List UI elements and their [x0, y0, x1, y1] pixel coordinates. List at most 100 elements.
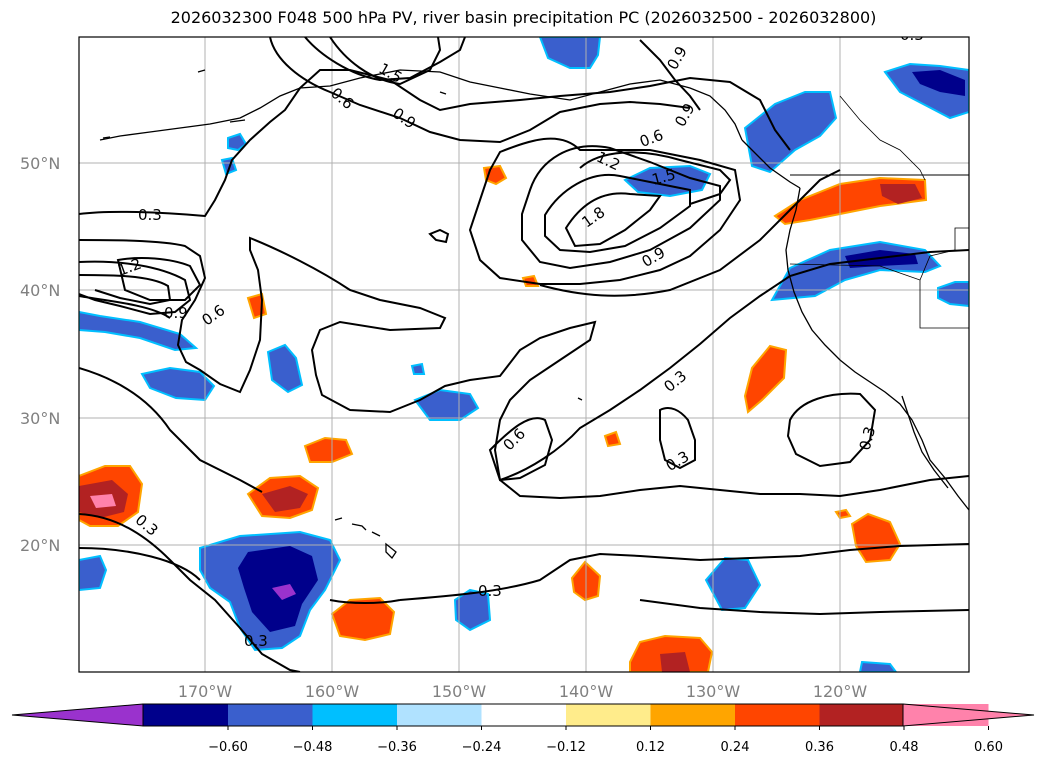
precip-negative-patches: [79, 37, 969, 672]
colorbar-segment: [481, 704, 566, 726]
pv-contour: [659, 407, 696, 470]
island: [102, 119, 246, 139]
pv-contour: [79, 295, 171, 319]
pv-contour: [639, 599, 969, 616]
island: [577, 397, 583, 401]
colorbar-tick-label: −0.12: [546, 740, 586, 755]
precip-patch-neg: [845, 250, 918, 268]
pv-contour: [79, 260, 192, 316]
precip-patch-neg: [79, 554, 108, 592]
lon-label-130w: 130°W: [686, 682, 741, 701]
precip-patch-pos: [880, 184, 922, 204]
island: [197, 69, 447, 95]
colorbar-tick-label: 0.60: [974, 740, 1003, 755]
colorbar-tick-label: 0.12: [636, 740, 665, 755]
pv-contour: [786, 392, 877, 468]
precip-patch-neg: [227, 132, 248, 152]
map-frame: [78, 36, 970, 673]
pv-contour: [544, 173, 691, 254]
pv-contour: [488, 417, 554, 482]
lon-label-150w: 150°W: [432, 682, 487, 701]
pv-contour: [269, 37, 691, 144]
lat-label-40n: 40°N: [20, 281, 60, 300]
pv-contour: [79, 513, 301, 672]
colorbar-tick-label: −0.48: [293, 740, 333, 755]
pv-contour: [564, 192, 662, 248]
precip-patch-neg: [538, 37, 602, 69]
colorbar-segment: [735, 704, 820, 726]
contour-label: 0.3: [478, 582, 502, 600]
colorbar-tick-label: 0.36: [805, 740, 834, 755]
us-west-coast: [785, 187, 969, 511]
pv-contour: [329, 37, 442, 86]
precip-patch-neg: [413, 388, 480, 421]
pv-contour: [521, 145, 721, 270]
colorbar-segment: [312, 704, 397, 726]
contour-label: 0.3: [856, 425, 880, 453]
colorbar-tick-label: −0.60: [208, 740, 248, 755]
bc-coast: [741, 139, 801, 189]
pv-contour: [399, 543, 969, 601]
pv-contour: [579, 151, 732, 205]
contour-label: 0.3: [138, 206, 162, 224]
precip-patch-neg: [410, 362, 426, 375]
contour-label: 0.3: [900, 26, 924, 44]
lon-label-140w: 140°W: [559, 682, 614, 701]
pv-contour: [79, 69, 791, 218]
precip-patch-neg: [912, 70, 965, 96]
colorbar-segment: [650, 704, 735, 726]
colorbar-min-extend: [11, 703, 144, 727]
pv-contour: [304, 37, 466, 82]
precip-patch-neg: [272, 584, 296, 600]
hawaii-islands: [334, 517, 397, 560]
colorbar-segment: [397, 704, 482, 726]
colorbar: −0.60 −0.48 −0.36 −0.24 −0.12 0.12 0.24 0.36 0.4…: [11, 703, 1035, 755]
contour-label: 0.9: [164, 304, 188, 322]
pv-contour: [468, 137, 742, 285]
state-border: [839, 95, 926, 181]
lat-labels: 50°N 40°N 30°N 20°N: [20, 154, 60, 555]
contour-label: 0.3: [244, 632, 268, 650]
precip-patch-neg: [140, 366, 216, 402]
precip-patch-pos: [834, 508, 852, 520]
alaska-coast: [99, 69, 743, 141]
colorbar-tick-label: −0.36: [377, 740, 417, 755]
precip-patch-pos: [330, 596, 396, 642]
pv-contour: [79, 274, 172, 306]
pv-contour: [79, 236, 969, 500]
colorbar-outline: [142, 703, 904, 727]
pv-contour: [428, 228, 450, 244]
map-title: 2026032300 F048 500 hPa PV, river basin …: [170, 8, 877, 27]
lon-label-120w: 120°W: [813, 682, 868, 701]
colorbar-segment: [228, 704, 313, 726]
coastlines: [99, 69, 969, 560]
precip-patch-pos: [303, 436, 354, 463]
precip-patch-pos: [603, 430, 622, 448]
precip-patch-neg: [79, 310, 199, 352]
lon-labels: 170°W 160°W 150°W 140°W 130°W 120°W: [178, 682, 868, 701]
contour-label: 1.5: [650, 165, 678, 189]
colorbar-tick-label: −0.24: [462, 740, 502, 755]
pv-contour: [639, 39, 701, 111]
precip-patch-neg: [858, 660, 898, 672]
colorbar-segment: [566, 704, 651, 726]
pv-contour: [539, 169, 841, 297]
lat-label-20n: 20°N: [20, 536, 60, 555]
precip-patch-neg: [937, 281, 969, 308]
precip-patch-neg: [743, 91, 838, 174]
pv-contours: [79, 37, 969, 672]
colorbar-tick-label: 0.24: [721, 740, 750, 755]
lon-label-170w: 170°W: [178, 682, 233, 701]
lat-label-30n: 30°N: [20, 409, 60, 428]
lat-label-50n: 50°N: [20, 154, 60, 173]
baja-coast: [901, 395, 949, 489]
pv-contour: [79, 547, 201, 581]
pv-contour: [499, 249, 969, 481]
pv-contour: [116, 257, 202, 301]
graticule: [79, 37, 969, 672]
precip-patch-neg: [453, 588, 492, 632]
colorbar-segment: [143, 704, 228, 726]
precip-patch-pos: [743, 344, 788, 414]
precip-patch-neg: [266, 343, 304, 394]
